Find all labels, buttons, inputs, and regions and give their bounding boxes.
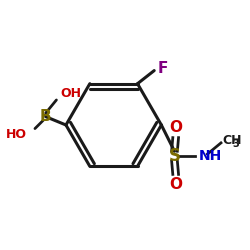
Text: S: S <box>168 147 180 165</box>
Text: CH: CH <box>223 134 242 147</box>
Text: O: O <box>169 120 182 135</box>
Text: O: O <box>169 177 182 192</box>
Text: HO: HO <box>6 128 26 141</box>
Text: B: B <box>40 109 52 124</box>
Text: NH: NH <box>198 148 222 162</box>
Text: 3: 3 <box>233 138 239 148</box>
Text: F: F <box>158 61 168 76</box>
Text: OH: OH <box>60 88 81 101</box>
